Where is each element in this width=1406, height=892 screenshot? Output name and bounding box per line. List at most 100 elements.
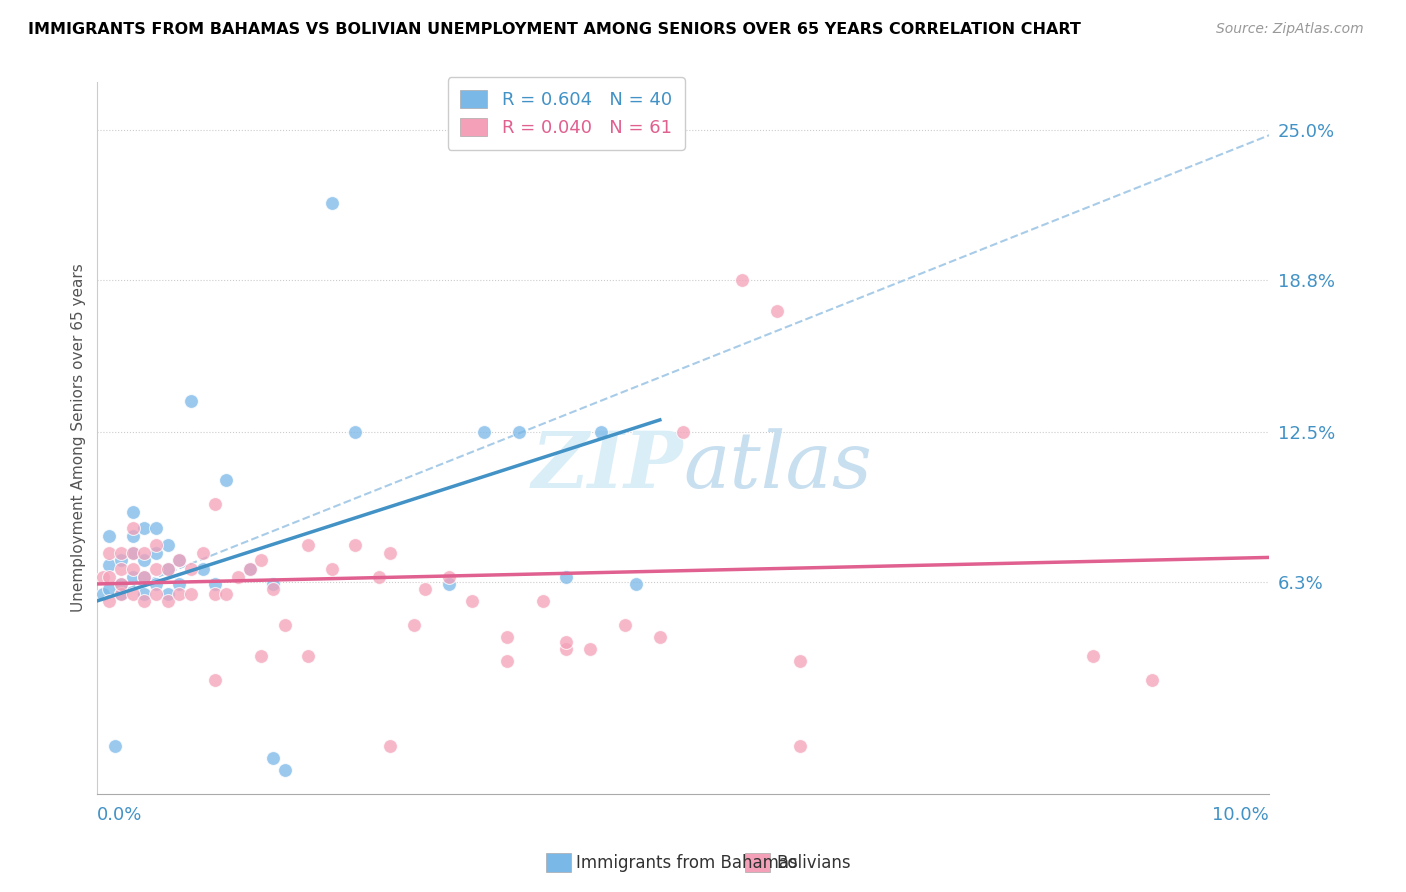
Point [156,562,179,576]
Point [191,545,214,559]
Point [110,586,132,600]
Point [156,594,179,608]
Point [367,570,389,584]
Point [297,649,319,664]
Point [239,562,262,576]
Point [1083,649,1105,664]
Point [204,577,226,591]
Point [250,649,273,664]
Point [766,304,789,318]
Point [169,553,191,567]
Text: 0.0%: 0.0% [97,805,143,824]
Point [648,630,671,644]
Text: 10.0%: 10.0% [1212,805,1270,824]
Text: IMMIGRANTS FROM BAHAMAS VS BOLIVIAN UNEMPLOYMENT AMONG SENIORS OVER 65 YEARS COR: IMMIGRANTS FROM BAHAMAS VS BOLIVIAN UNEM… [28,22,1081,37]
Point [250,553,273,567]
Point [262,750,284,764]
Point [274,618,297,632]
Point [789,739,811,753]
Point [239,562,262,576]
Point [415,582,437,596]
Point [134,521,156,535]
Point [156,586,179,600]
Point [121,586,143,600]
Point [626,577,648,591]
Point [180,586,202,600]
Point [461,594,484,608]
Point [104,739,127,753]
Point [145,577,167,591]
Point [134,570,156,584]
Point [402,618,425,632]
Y-axis label: Unemployment Among Seniors over 65 years: Unemployment Among Seniors over 65 years [72,264,86,613]
Point [121,545,143,559]
Point [110,553,132,567]
Point [134,553,156,567]
Point [134,545,156,559]
Point [98,558,121,572]
Point [380,739,402,753]
Point [321,195,343,210]
Point [380,545,402,559]
Point [110,562,132,576]
Point [297,538,319,552]
Legend: R = 0.604   N = 40, R = 0.040   N = 61: R = 0.604 N = 40, R = 0.040 N = 61 [447,77,685,150]
Point [91,586,114,600]
Point [121,529,143,543]
Point [472,425,495,439]
Point [121,562,143,576]
Text: Immigrants from Bahamas: Immigrants from Bahamas [576,854,799,871]
Point [145,538,167,552]
Point [578,642,600,657]
Point [121,570,143,584]
Point [226,570,249,584]
Point [121,545,143,559]
Point [98,545,121,559]
Point [437,570,460,584]
Point [262,577,284,591]
Point [169,586,191,600]
Point [191,562,214,576]
Point [169,553,191,567]
Point [98,582,121,596]
Point [169,577,191,591]
Text: ZIP: ZIP [531,428,683,505]
Point [555,570,578,584]
Point [204,586,226,600]
Text: Bolivians: Bolivians [776,854,851,871]
Point [789,654,811,668]
Point [555,642,578,657]
Point [134,594,156,608]
Point [204,497,226,511]
Point [121,505,143,519]
Point [215,586,238,600]
Point [98,529,121,543]
Point [613,618,636,632]
Point [531,594,554,608]
Point [110,545,132,559]
Point [591,425,613,439]
Point [145,586,167,600]
Point [134,570,156,584]
Point [110,577,132,591]
Point [274,763,297,777]
Point [437,577,460,591]
Point [180,562,202,576]
Point [145,521,167,535]
Point [121,521,143,535]
Point [98,570,121,584]
Point [508,425,530,439]
Point [731,273,754,287]
Point [555,635,578,649]
Point [91,570,114,584]
Point [321,562,343,576]
Text: Source: ZipAtlas.com: Source: ZipAtlas.com [1216,22,1364,37]
Point [134,586,156,600]
Point [98,594,121,608]
Point [110,586,132,600]
Point [145,545,167,559]
Text: atlas: atlas [683,428,872,505]
Point [1140,673,1163,688]
Point [672,425,695,439]
Point [262,582,284,596]
